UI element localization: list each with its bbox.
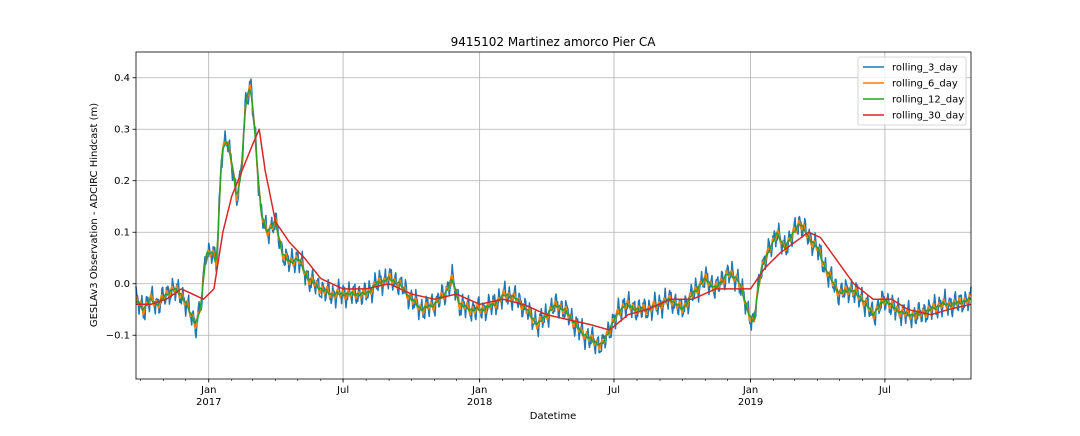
- x-tick-year-label: 2018: [467, 397, 492, 408]
- y-tick-label: 0.4: [114, 73, 130, 84]
- y-tick-label: 0.2: [114, 176, 130, 187]
- x-tick-label: Jul: [336, 385, 349, 396]
- chart-title: 9415102 Martinez amorco Pier CA: [451, 35, 657, 49]
- y-axis-label: GESLAv3 Observation - ADCIRC Hindcast (m…: [89, 103, 100, 327]
- x-tick-label: Jan: [742, 385, 758, 396]
- x-tick-year-label: 2019: [738, 397, 763, 408]
- plot-area-frame: [135, 51, 972, 380]
- x-tick-label: Jan: [471, 385, 487, 396]
- legend: rolling_3_day rolling_6_day rolling_12_day…: [857, 56, 967, 126]
- x-tick-label: Jul: [878, 385, 891, 396]
- legend-label: rolling_6_day: [892, 79, 958, 90]
- x-tick-label: Jan: [200, 385, 216, 396]
- x-tick-year-label: 2017: [196, 397, 221, 408]
- y-tick-label: 0.0: [114, 279, 130, 290]
- x-axis-label: Datetime: [530, 411, 577, 422]
- y-tick-label: 0.1: [114, 228, 130, 239]
- legend-label: rolling_30_day: [892, 111, 964, 122]
- x-tick-label: Jul: [607, 385, 620, 396]
- series-lines: [135, 78, 972, 355]
- y-tick-label: 0.3: [114, 125, 130, 136]
- legend-label: rolling_12_day: [892, 95, 964, 106]
- legend-box: [857, 56, 967, 126]
- legend-label: rolling_3_day: [892, 63, 958, 74]
- series-line-rolling-30-day: [135, 128, 972, 331]
- y-axis: −0.1 0.0 0.1 0.2 0.3 0.4: [106, 73, 136, 342]
- y-tick-label: −0.1: [106, 331, 130, 342]
